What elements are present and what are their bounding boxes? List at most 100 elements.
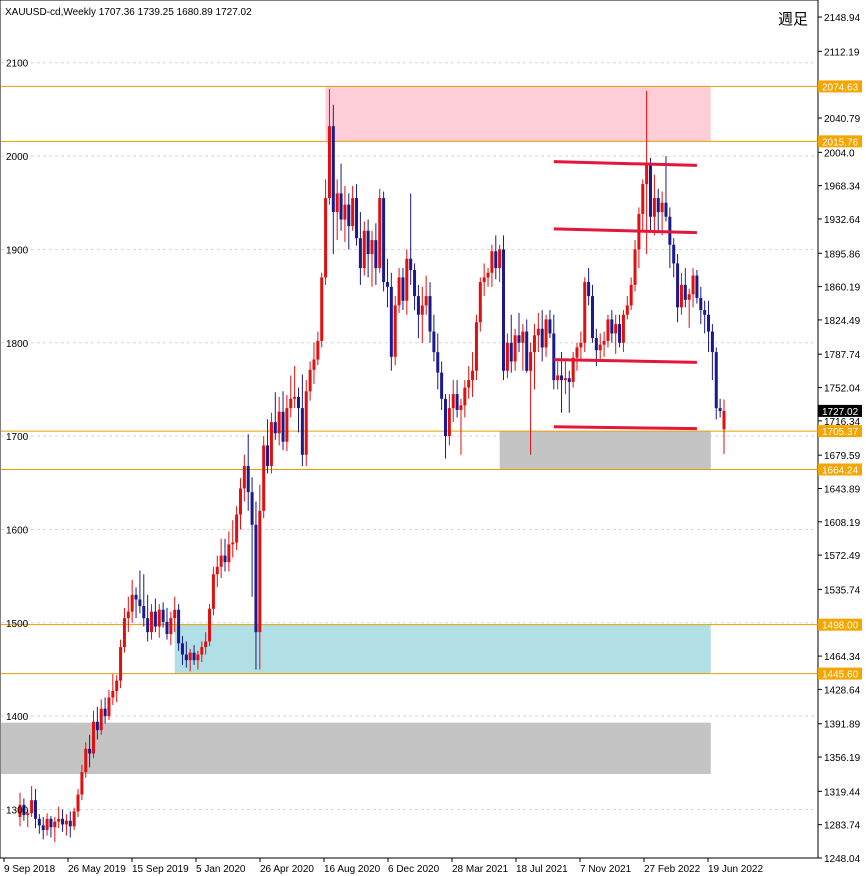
trend-lines [553,160,697,431]
candle-body [552,333,556,381]
candle-body [428,296,432,332]
candle-body [602,340,606,345]
candle-body [258,510,262,633]
candle-body [308,369,312,392]
left-tick-label: 1700 [6,432,29,443]
right-tick-label: 1716.34 [824,417,861,428]
price-tag-label: 2015.76 [822,137,859,148]
candle-body [173,609,177,619]
candle-body [115,680,119,691]
right-tick-label: 1860.19 [824,283,861,294]
left-tick-label: 1600 [6,525,29,536]
symbol-info: XAUUSD-cd,Weekly 1707.36 1739.25 1680.89… [5,7,252,18]
candle-body [289,398,293,409]
candle-body [150,611,154,633]
candle-body [676,263,680,308]
candle-body [107,697,111,717]
price-tag-label: 1498.00 [822,621,859,632]
price-tag-box [818,618,862,631]
price-tag-box [818,425,862,438]
candle-body [180,643,184,655]
candle-body [672,244,676,264]
candle-body [273,422,277,434]
candle-body [633,249,637,285]
candle-body [188,652,192,661]
candle-body [26,813,30,816]
x-tick-label: 5 Jan 2020 [196,864,246,875]
candle-body [382,198,386,283]
candle-body [30,800,34,814]
candle-body [424,296,428,306]
candle-body [316,340,320,360]
candle-body [366,230,370,255]
trend-line [553,358,697,364]
right-tick-label: 1391.89 [824,720,861,731]
candle-body [196,654,200,661]
right-tick-label: 1535.74 [824,585,861,596]
candle-body [575,347,579,358]
grid-lines [1,62,817,810]
candle-body [505,342,509,371]
right-tick-label: 1752.04 [824,384,861,395]
candle-body [53,821,57,828]
resistance-zone [325,86,711,142]
candle-body [45,818,49,831]
candle-body [238,488,242,515]
candle-body [378,198,382,269]
candle-body [339,193,343,220]
candle-body [242,465,246,489]
candle-body [18,804,22,817]
candle-body [625,305,629,315]
candle-body [297,396,301,409]
candle-body [397,277,401,306]
candle-body [691,275,695,295]
candle-body [664,202,668,217]
candle-body [227,544,231,563]
left-tick-label: 1300 [6,805,29,816]
left-tick-label: 1400 [6,712,29,723]
left-tick-label: 1900 [6,245,29,256]
left-tick-label: 1800 [6,339,29,350]
candle-body [478,282,482,323]
candle-body [57,818,61,822]
candle-body [157,609,161,627]
current-price-label: 1727.02 [822,407,859,418]
price-tag-label: 1664.24 [822,465,859,476]
candle-body [153,611,157,627]
candle-body [560,375,564,381]
candle-body [594,338,598,351]
candle-body [529,352,533,371]
trend-line [553,160,697,167]
candle-body [320,277,324,341]
candle-body [37,818,41,826]
candle-body [401,277,405,301]
candle-body [660,202,664,213]
x-tick-label: 9 Sep 2018 [4,864,56,875]
candle-body [327,126,331,199]
candle-body [88,748,92,754]
candle-body [76,794,80,812]
candle-body [358,238,362,269]
candle-body [138,599,142,607]
candle-body [583,282,587,343]
candle-body [486,272,490,278]
horizontal-levels [1,85,818,675]
candle-body [540,328,544,348]
candle-body [134,594,138,600]
candle-body [84,748,88,773]
candle-body [389,286,393,357]
candle-body [324,198,328,278]
candle-body [490,251,494,273]
candle-body [459,405,463,410]
candle-body [544,319,548,348]
candle-body [598,344,602,351]
x-tick-label: 26 May 2019 [68,864,126,875]
candle-body [571,357,575,382]
x-tick-label: 26 Apr 2020 [260,864,314,875]
candle-body [223,555,227,563]
candle-body [606,319,610,341]
candle-body [436,352,440,373]
left-axis: 1300 1400 1500 1600 1700 1800 1900 2000 2100 [6,59,29,817]
candle-body [49,818,53,828]
price-tag-label: 2074.63 [822,82,859,93]
